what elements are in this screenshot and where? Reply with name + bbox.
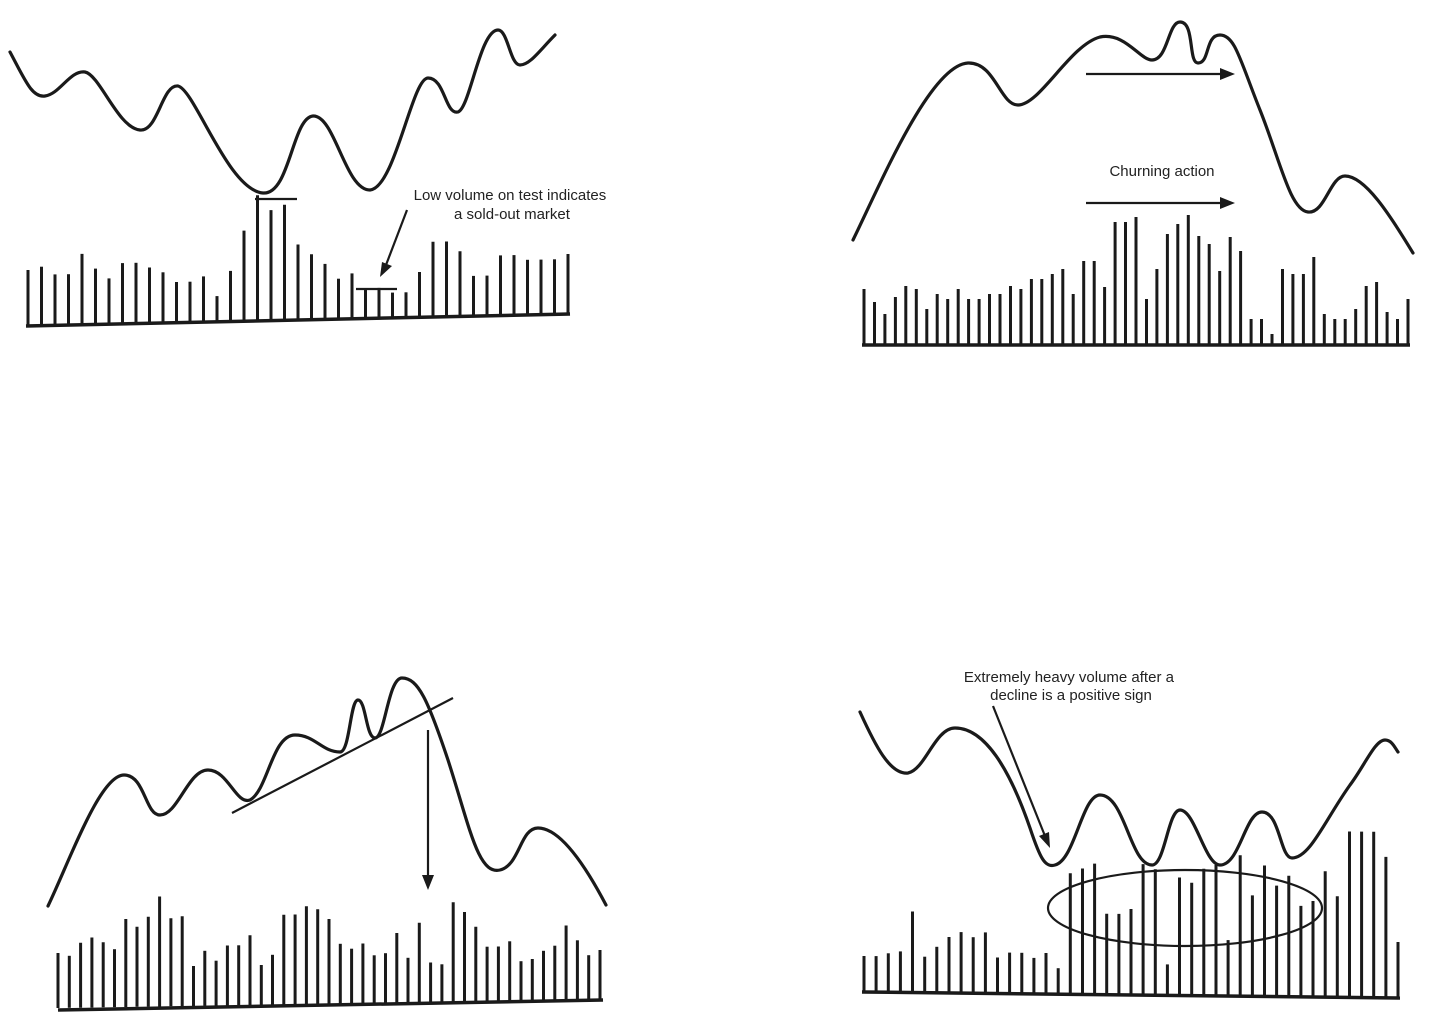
arrow-top (1086, 68, 1235, 80)
panel-heavy-volume-after-decline: Extremely heavy volume after a decline i… (858, 669, 1401, 1000)
panel-sold-out-test: Low volume on test indicates a sold-out … (8, 28, 611, 328)
annotation-line-1: Extremely heavy volume after a (964, 669, 1175, 686)
svg-text:Churning action: Churning action (1109, 163, 1214, 180)
price-curve (858, 710, 1400, 868)
svg-text:Extremely heavy volume after a: Extremely heavy volume after a decline i… (964, 669, 1178, 704)
price-curve (851, 20, 1415, 255)
breakdown-arrow (422, 730, 434, 890)
annotation-arrow (380, 209, 409, 277)
svg-text:Low volume on test indicates: Low volume on test indicates a sold-out … (414, 187, 611, 223)
volume-baseline (57, 998, 604, 1012)
heavy-volume-ellipse (1046, 868, 1324, 948)
annotation-arrow (991, 705, 1050, 848)
volume-bars (56, 896, 602, 1008)
volume-baseline (25, 312, 571, 328)
annotation-line-1: Churning action (1109, 163, 1214, 180)
volume-bars (862, 215, 1410, 344)
volume-bars (862, 831, 1400, 997)
trendline (231, 697, 454, 814)
panel-trendline-break (46, 676, 608, 1012)
price-curve (46, 676, 608, 908)
annotation-line-1: Low volume on test indicates (414, 187, 607, 204)
price-curve (8, 28, 557, 195)
annotation-line-2: decline is a positive sign (990, 687, 1152, 704)
volume-bars (26, 195, 570, 325)
panel-churning: Churning action (851, 20, 1415, 347)
volume-baseline (861, 990, 1401, 1000)
arrow-bottom (1086, 197, 1235, 209)
annotation-line-2: a sold-out market (454, 206, 571, 223)
